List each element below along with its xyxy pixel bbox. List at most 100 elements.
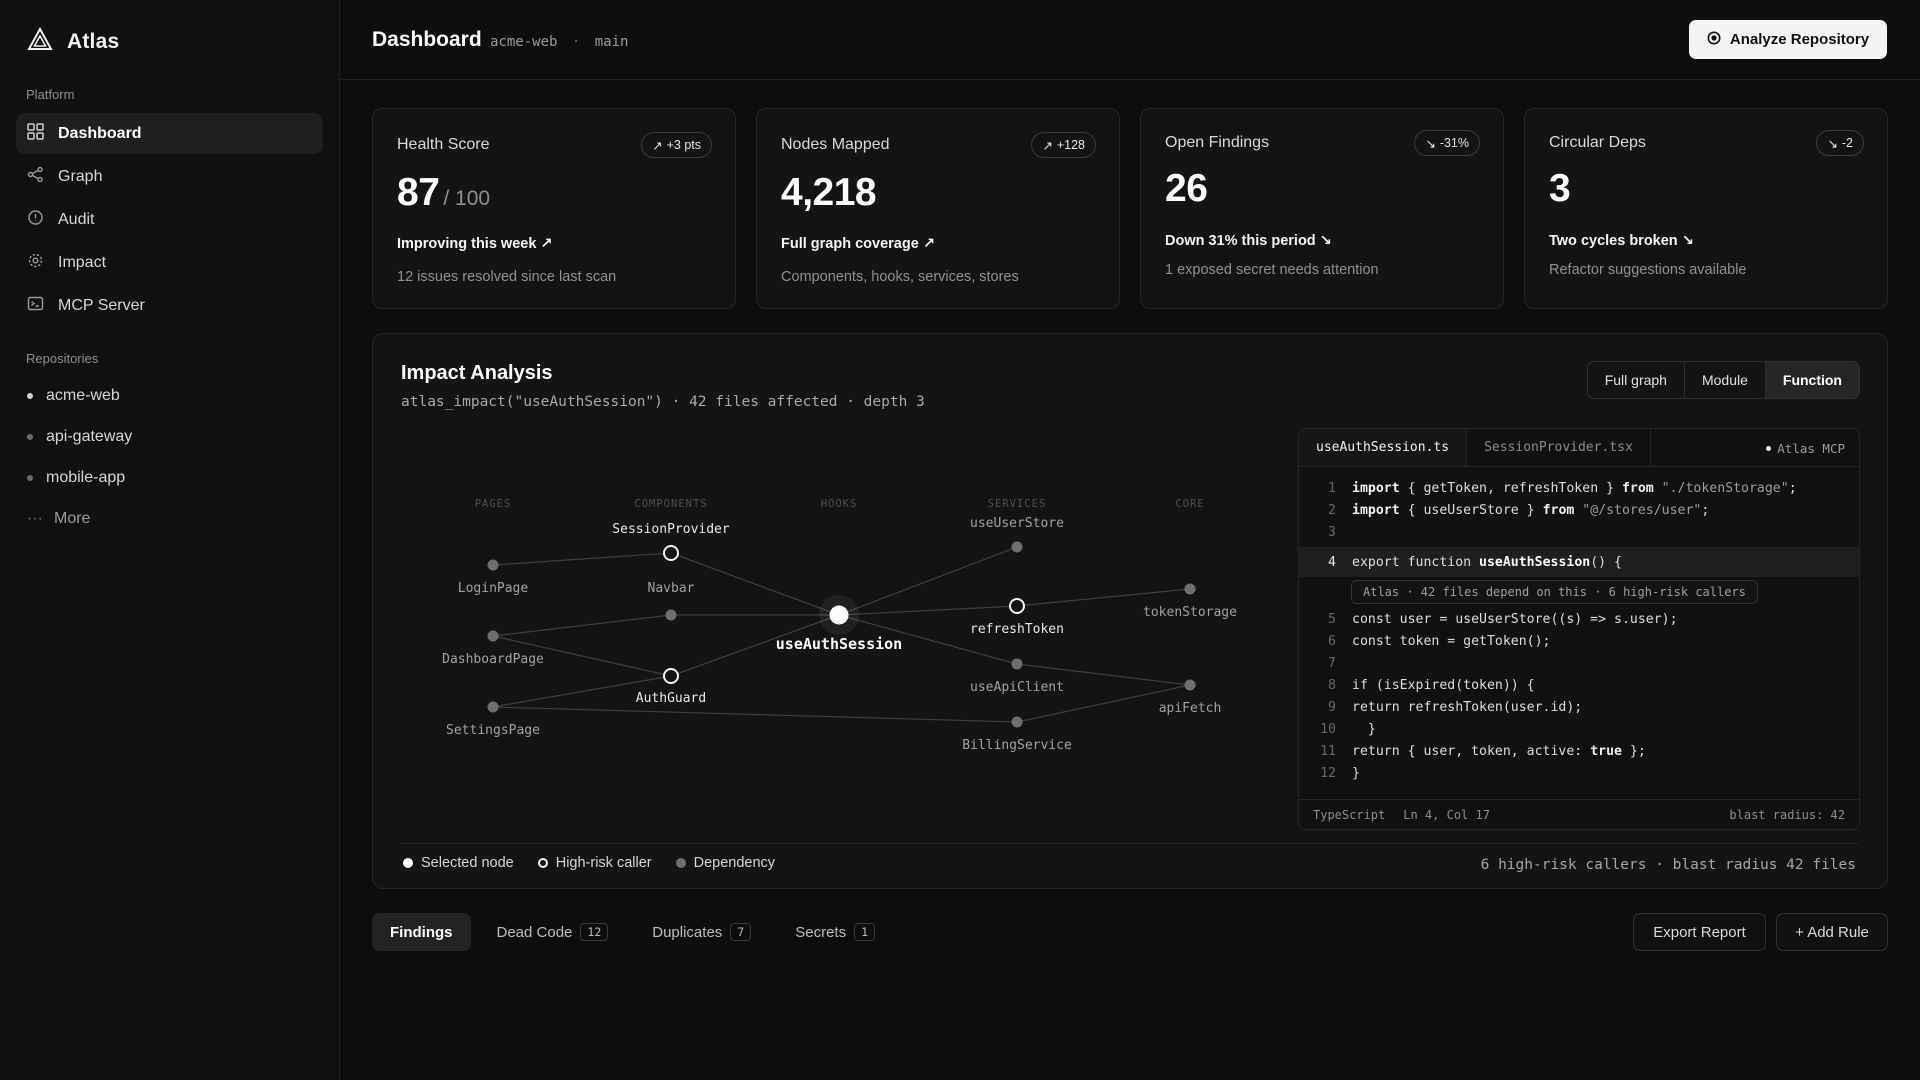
mcp-status: Atlas MCP <box>1766 441 1845 456</box>
alert-circle-icon <box>27 209 44 231</box>
add-rule-button[interactable]: + Add Rule <box>1776 913 1888 951</box>
tab-findings[interactable]: Findings <box>372 913 471 951</box>
findings-tabs: Findings Dead Code 12 Duplicates 7 Secrets… <box>372 913 893 951</box>
repo-item-api-gateway[interactable]: api-gateway <box>16 416 323 457</box>
graph-node-tokenstorage[interactable] <box>1184 583 1196 595</box>
impact-query: atlas_impact("useAuthSession") · 42 file… <box>401 394 925 410</box>
stat-number: 3 <box>1549 167 1571 210</box>
terminal-icon <box>27 295 44 317</box>
stat-card-health-score[interactable]: Health Score ↗ +3 pts 87/ 100 Improving t… <box>372 108 736 309</box>
nav-label: Audit <box>58 210 95 228</box>
code-token: }; <box>1621 743 1646 759</box>
atlas-logo-icon <box>27 26 53 56</box>
analyze-label: Analyze Repository <box>1729 31 1870 48</box>
node-label-navbar: Navbar <box>648 581 695 596</box>
stat-card-nodes-mapped[interactable]: Nodes Mapped ↗ +128 4,218 Full graph cove… <box>756 108 1120 309</box>
stat-title: Open Findings <box>1165 134 1270 151</box>
code-token: if (isExpired(token)) { <box>1352 677 1535 693</box>
legend-label: High-risk caller <box>555 855 652 871</box>
badge-text: +128 <box>1056 138 1085 152</box>
column-label-core: CORE <box>1175 498 1204 510</box>
stat-delta-badge: ↘ -31% <box>1414 130 1480 156</box>
view-function-button[interactable]: Function <box>1765 362 1859 398</box>
node-label-useauthsession: useAuthSession <box>776 635 902 653</box>
code-string: "@/stores/user" <box>1574 502 1702 518</box>
tab-dead-code[interactable]: Dead Code 12 <box>479 913 627 951</box>
node-label-settingspage: SettingsPage <box>446 723 540 738</box>
stat-card-open-findings[interactable]: Open Findings ↘ -31% 26 Down 31% this per… <box>1140 108 1504 309</box>
graph-node-useauthsession[interactable] <box>829 605 849 625</box>
code-body[interactable]: 1 import { getToken, refreshToken } from … <box>1299 467 1859 784</box>
stat-note: 1 exposed secret needs attention <box>1165 262 1379 278</box>
graph-node-loginpage[interactable] <box>487 559 499 571</box>
brand[interactable]: Atlas <box>27 26 119 56</box>
export-report-button[interactable]: Export Report <box>1633 913 1766 951</box>
graph-node-sessionprovider[interactable] <box>663 545 679 561</box>
view-module-button[interactable]: Module <box>1685 362 1766 398</box>
graph-node-navbar[interactable] <box>665 609 677 621</box>
graph-node-settingspage[interactable] <box>487 701 499 713</box>
repo-item-acme-web[interactable]: acme-web <box>16 375 323 416</box>
code-line: 3 <box>1299 521 1859 543</box>
repo-active-dot <box>27 392 33 399</box>
repo-more[interactable]: ··· More <box>16 498 323 539</box>
analyze-repository-button[interactable]: Analyze Repository <box>1689 20 1887 59</box>
stat-title: Health Score <box>397 136 490 153</box>
share-icon <box>27 166 44 188</box>
code-tab-sessionprovider[interactable]: SessionProvider.tsx <box>1467 429 1651 466</box>
code-tab-useauthsession[interactable]: useAuthSession.ts <box>1299 429 1468 466</box>
code-token: { useUserStore } <box>1399 502 1543 518</box>
nav-item-audit[interactable]: Audit <box>16 199 323 240</box>
column-label-hooks: HOOKS <box>821 498 858 510</box>
code-token: { getToken, refreshToken } <box>1399 480 1622 496</box>
dependency-graph[interactable]: PAGES COMPONENTS HOOKS SERVICES CORE Log… <box>401 429 1271 769</box>
function-name: useAuthSession <box>1479 554 1591 570</box>
code-token: import <box>1352 502 1400 518</box>
legend-swatch <box>537 858 548 868</box>
legend-dependency: Dependency <box>675 855 775 871</box>
node-label-sessionprovider: SessionProvider <box>612 522 730 537</box>
graph-legend: Selected node High-risk caller Dependenc… <box>403 855 775 871</box>
stat-title: Nodes Mapped <box>781 136 890 153</box>
view-switcher: Full graph Module Function <box>1586 361 1860 399</box>
repo-label: mobile-app <box>46 468 126 486</box>
repo-label: acme-web <box>46 386 120 404</box>
breadcrumb-branch[interactable]: main <box>594 34 629 50</box>
repositories-section-label: Repositories <box>26 351 99 366</box>
tab-label: Dead Code <box>496 923 573 941</box>
cursor-position: Ln 4, Col 17 <box>1403 807 1490 822</box>
line-number: 7 <box>1328 655 1336 671</box>
code-tabs: useAuthSession.ts SessionProvider.tsx At… <box>1299 429 1859 467</box>
nav-label: Graph <box>58 167 103 185</box>
graph-node-billingservice[interactable] <box>1011 716 1023 728</box>
stat-value: 26 <box>1165 167 1208 211</box>
tab-label: Secrets <box>795 923 847 941</box>
nav-item-graph[interactable]: Graph <box>16 156 323 197</box>
code-line: 6 const token = getToken(); <box>1299 630 1859 652</box>
graph-node-dashboardpage[interactable] <box>487 630 499 642</box>
nav-item-dashboard[interactable]: Dashboard <box>16 113 323 154</box>
node-label-authguard: AuthGuard <box>636 691 706 706</box>
tab-duplicates[interactable]: Duplicates 7 <box>634 913 769 951</box>
graph-node-useapiclient[interactable] <box>1011 658 1023 670</box>
nav-item-mcp-server[interactable]: MCP Server <box>16 285 323 326</box>
graph-node-authguard[interactable] <box>663 668 679 684</box>
code-viewer: useAuthSession.ts SessionProvider.tsx At… <box>1298 428 1860 830</box>
graph-node-refreshtoken[interactable] <box>1009 598 1025 614</box>
tab-secrets[interactable]: Secrets 1 <box>777 913 893 951</box>
stat-value-max: / 100 <box>443 187 491 210</box>
column-label-services: SERVICES <box>988 498 1047 510</box>
repo-dot <box>27 474 33 481</box>
breadcrumb-repo[interactable]: acme-web <box>490 34 558 50</box>
line-number: 3 <box>1328 524 1336 540</box>
graph-node-useuserstore[interactable] <box>1011 541 1023 553</box>
graph-node-apifetch[interactable] <box>1184 679 1196 691</box>
stat-card-circular-deps[interactable]: Circular Deps ↘ -2 3 Two cycles broken ↘ … <box>1524 108 1888 309</box>
page-title: Dashboard <box>372 28 482 51</box>
code-line: 2 import { useUserStore } from "@/stores/… <box>1299 499 1859 521</box>
code-token: ; <box>1701 502 1710 518</box>
nav-item-impact[interactable]: Impact <box>16 242 323 283</box>
impact-analysis-panel: Impact Analysis atlas_impact("useAuthSes… <box>372 333 1888 889</box>
view-full-graph-button[interactable]: Full graph <box>1588 362 1685 398</box>
repo-item-mobile-app[interactable]: mobile-app <box>16 457 323 498</box>
